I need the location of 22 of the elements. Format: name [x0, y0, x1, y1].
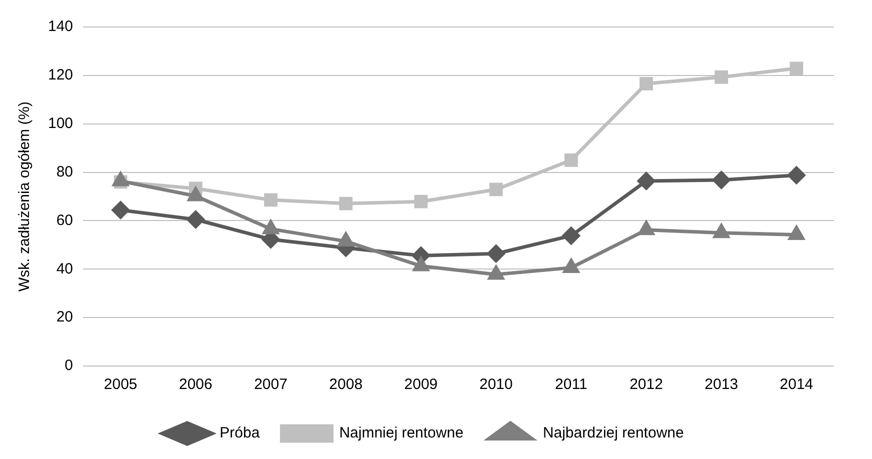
x-tick-label: 2007	[254, 376, 288, 394]
x-tick-label: 2010	[479, 376, 513, 394]
y-axis-title: Wsk. zadłużenia ogółem (%)	[16, 101, 34, 292]
y-tick-label: 40	[56, 260, 74, 278]
y-tick-label: 100	[48, 115, 74, 132]
legend-label: Próba	[220, 424, 260, 442]
x-tick-label: 2005	[104, 376, 138, 394]
y-tick-label: 60	[56, 212, 74, 229]
x-tick-label: 2008	[329, 376, 363, 394]
legend-label: Najmniej rentowne	[339, 424, 464, 442]
x-tick-label: 2006	[178, 376, 212, 394]
legend-label: Najbardziej rentowne	[542, 424, 684, 442]
y-tick-label: 140	[48, 18, 74, 36]
y-tick-label: 120	[48, 66, 74, 84]
x-tick-label: 2013	[704, 376, 738, 394]
x-tick-label: 2014	[780, 376, 814, 394]
y-tick-label: 20	[56, 308, 74, 326]
x-tick-label: 2011	[555, 376, 588, 394]
y-tick-label: 80	[56, 163, 74, 180]
x-tick-label: 2009	[404, 376, 438, 394]
y-tick-label: 0	[64, 357, 74, 374]
x-tick-label: 2012	[630, 376, 663, 394]
